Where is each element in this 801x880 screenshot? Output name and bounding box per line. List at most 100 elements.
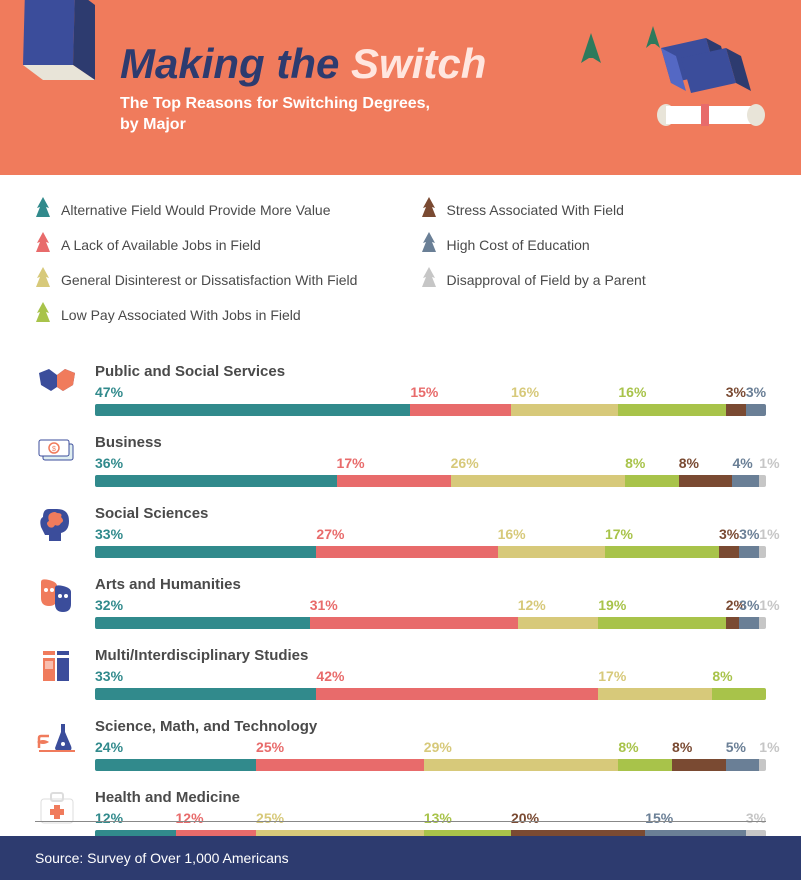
segment-value-label: 47% bbox=[95, 384, 123, 400]
bar-segment bbox=[618, 404, 725, 416]
major-icon-brain bbox=[35, 505, 95, 550]
major-icon-masks bbox=[35, 576, 95, 619]
major-title: Business bbox=[95, 434, 766, 451]
bar-segment bbox=[726, 759, 760, 771]
bar-segment bbox=[518, 617, 599, 629]
bar-segment bbox=[759, 546, 766, 558]
footer-rule bbox=[35, 821, 766, 822]
segment-value-label: 1% bbox=[759, 455, 779, 471]
segment-value-label: 8% bbox=[712, 668, 732, 684]
major-row: Public and Social Services 47%15%16%16%3… bbox=[35, 363, 766, 416]
segment-value-label: 17% bbox=[337, 455, 365, 471]
segment-value-label: 16% bbox=[498, 526, 526, 542]
bar-segment bbox=[726, 617, 739, 629]
segment-value-label: 36% bbox=[95, 455, 123, 471]
content-area: Alternative Field Would Provide More Val… bbox=[0, 175, 801, 842]
bar-segment bbox=[732, 475, 759, 487]
bar-segment bbox=[316, 546, 497, 558]
legend-label: Alternative Field Would Provide More Val… bbox=[61, 202, 331, 218]
value-labels: 32%31%12%19%2%3%1% bbox=[95, 597, 766, 614]
major-row: Science, Math, and Technology 24% 25% 29% 8… bbox=[35, 718, 766, 771]
segment-value-label: 3% bbox=[726, 384, 746, 400]
value-labels: 33%27%16%17%3%3%1% bbox=[95, 526, 766, 543]
bar-segment bbox=[679, 475, 733, 487]
major-title: Health and Medicine bbox=[95, 789, 766, 806]
major-title: Public and Social Services bbox=[95, 363, 766, 380]
title-part-1: Making the bbox=[120, 40, 351, 87]
major-title: Multi/Interdisciplinary Studies bbox=[95, 647, 766, 664]
segment-value-label: 25% bbox=[256, 739, 284, 755]
bar-segment bbox=[95, 404, 410, 416]
bar-segment bbox=[746, 404, 766, 416]
major-row: Social Sciences 33%27%16%17%3%3%1% bbox=[35, 505, 766, 558]
major-icon-books bbox=[35, 647, 95, 690]
bar-segment bbox=[511, 404, 618, 416]
bar-segment bbox=[95, 759, 256, 771]
legend-item: High Cost of Education bbox=[421, 232, 767, 257]
legend-label: Stress Associated With Field bbox=[447, 202, 624, 218]
legend-item: Stress Associated With Field bbox=[421, 197, 767, 222]
segment-value-label: 8% bbox=[618, 739, 638, 755]
segment-value-label: 16% bbox=[618, 384, 646, 400]
segment-value-label: 13% bbox=[424, 810, 452, 826]
bar-segment bbox=[712, 688, 766, 700]
segment-value-label: 29% bbox=[424, 739, 452, 755]
subtitle: The Top Reasons for Switching Degrees,by… bbox=[120, 94, 486, 136]
stacked-bar bbox=[95, 617, 766, 629]
legend: Alternative Field Would Provide More Val… bbox=[35, 197, 766, 337]
bar-segment bbox=[95, 688, 316, 700]
bar-segment bbox=[759, 617, 766, 629]
legend-item: A Lack of Available Jobs in Field bbox=[35, 232, 381, 257]
bar-segment bbox=[95, 546, 316, 558]
bar-segment bbox=[95, 617, 310, 629]
bar-segment bbox=[759, 475, 766, 487]
stacked-bar bbox=[95, 688, 766, 700]
majors-list: Public and Social Services 47% 15% 16% 16% 3… bbox=[35, 363, 766, 842]
major-title: Social Sciences bbox=[95, 505, 766, 522]
major-icon-science bbox=[35, 718, 95, 761]
major-row: $ Business 36%17%26%8%8%4%1% bbox=[35, 434, 766, 487]
legend-label: Disapproval of Field by a Parent bbox=[447, 272, 646, 288]
segment-value-label: 4% bbox=[732, 455, 752, 471]
infographic-root: Making the Switch The Top Reasons for Sw… bbox=[0, 0, 801, 880]
segment-value-label: 8% bbox=[679, 455, 699, 471]
legend-item: Alternative Field Would Provide More Val… bbox=[35, 197, 381, 222]
bar-segment bbox=[316, 688, 598, 700]
bar-segment bbox=[605, 546, 719, 558]
segment-value-label: 15% bbox=[410, 384, 438, 400]
legend-marker-icon bbox=[421, 267, 437, 292]
legend-marker-icon bbox=[421, 197, 437, 222]
segment-value-label: 19% bbox=[598, 597, 626, 613]
value-labels: 36%17%26%8%8%4%1% bbox=[95, 455, 766, 472]
bar-segment bbox=[719, 546, 739, 558]
legend-item: Disapproval of Field by a Parent bbox=[421, 267, 767, 292]
segment-value-label: 3% bbox=[746, 810, 766, 826]
legend-column-right: Stress Associated With Field High Cost o… bbox=[421, 197, 767, 337]
segment-value-label: 1% bbox=[759, 597, 779, 613]
segment-value-label: 3% bbox=[719, 526, 739, 542]
segment-value-label: 31% bbox=[310, 597, 338, 613]
bar-segment bbox=[759, 759, 766, 771]
legend-marker-icon bbox=[35, 267, 51, 292]
segment-value-label: 8% bbox=[672, 739, 692, 755]
value-labels: 24%25%29%8%8%5%1% bbox=[95, 739, 766, 756]
major-icon-money: $ bbox=[35, 434, 95, 473]
footer-source: Source: Survey of Over 1,000 Americans bbox=[0, 836, 801, 880]
bar-segment bbox=[310, 617, 518, 629]
legend-marker-icon bbox=[35, 302, 51, 327]
segment-value-label: 1% bbox=[759, 526, 779, 542]
bar-segment bbox=[598, 617, 725, 629]
title-part-2: Switch bbox=[351, 40, 486, 87]
bar-segment bbox=[618, 759, 672, 771]
major-title: Science, Math, and Technology bbox=[95, 718, 766, 735]
bar-segment bbox=[598, 688, 712, 700]
segment-value-label: 27% bbox=[316, 526, 344, 542]
bar-segment bbox=[410, 404, 511, 416]
bar-segment bbox=[739, 546, 759, 558]
segment-value-label: 17% bbox=[598, 668, 626, 684]
major-title: Arts and Humanities bbox=[95, 576, 766, 593]
book-open-icon bbox=[15, 0, 115, 120]
segment-value-label: 12% bbox=[95, 810, 123, 826]
legend-item: Low Pay Associated With Jobs in Field bbox=[35, 302, 381, 327]
segment-value-label: 24% bbox=[95, 739, 123, 755]
